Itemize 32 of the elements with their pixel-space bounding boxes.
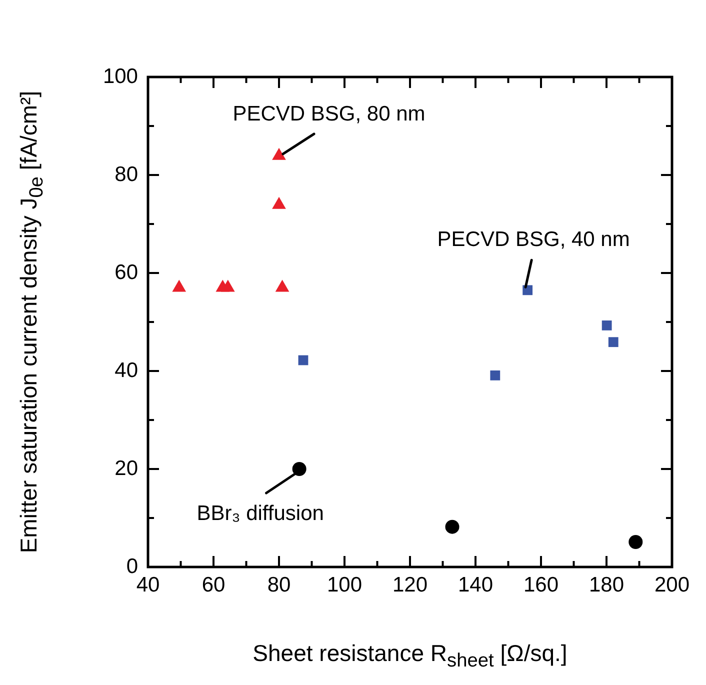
annotation: PECVD BSG, 80 nm — [232, 102, 426, 126]
x-tick-label: 80 — [267, 573, 291, 596]
point — [445, 520, 460, 534]
point — [522, 285, 533, 296]
point — [292, 462, 306, 476]
point — [298, 355, 308, 366]
y-tick-label: 20 — [114, 456, 138, 480]
point — [628, 535, 643, 550]
point — [490, 370, 500, 380]
x-tick-label: 100 — [326, 573, 362, 596]
annotation: PECVD BSG, 40 nm — [437, 228, 630, 251]
point — [275, 280, 290, 292]
x-tick-label: 120 — [392, 573, 428, 596]
x-tick-label: 60 — [202, 573, 226, 596]
point — [272, 196, 286, 209]
point — [272, 148, 286, 160]
point — [602, 320, 612, 330]
y-tick-label: 60 — [114, 260, 138, 284]
annotation: BBr₃ diffusion — [196, 502, 324, 525]
x-tick-label: 160 — [523, 573, 559, 596]
y-tick-label: 0 — [126, 554, 138, 578]
y-tick-label: 80 — [114, 162, 138, 186]
x-tick-label: 140 — [458, 573, 494, 596]
point — [172, 280, 186, 292]
x-tick-label: 40 — [136, 573, 160, 596]
x-tick-label: 200 — [654, 573, 690, 596]
point — [220, 280, 235, 292]
x-tick-label: 180 — [588, 573, 624, 596]
x-axis-title: Sheet resistance R$_{sheet}$ [Ω/sq.] — [252, 640, 568, 673]
y-tick-label: 40 — [114, 358, 138, 382]
point — [608, 337, 618, 348]
y-tick-label: 100 — [102, 64, 138, 88]
